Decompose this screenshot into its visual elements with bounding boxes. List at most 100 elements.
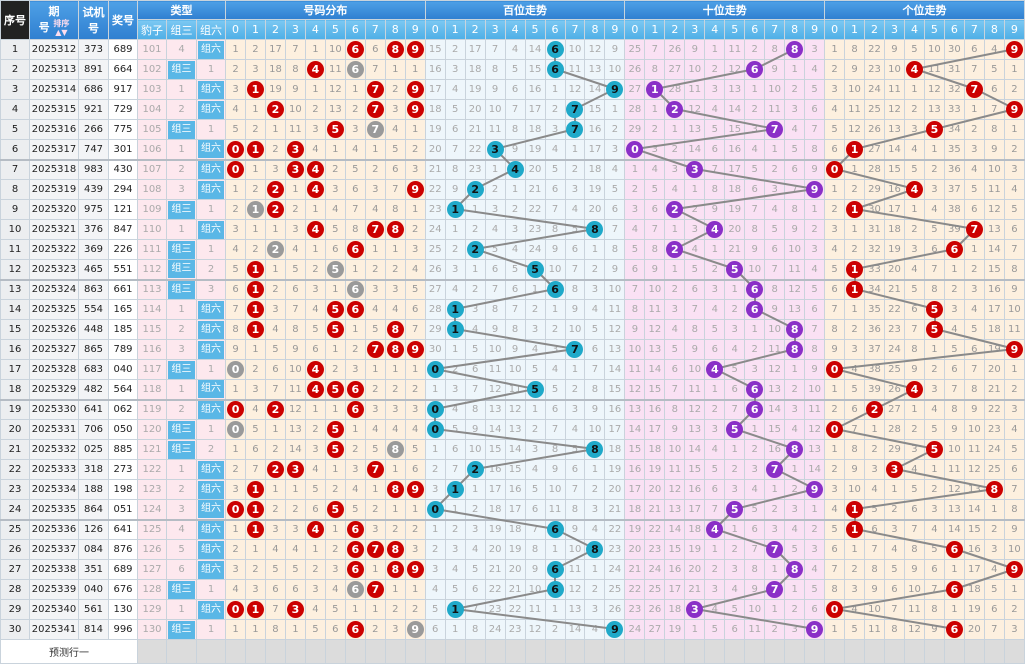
dist-ball: 4 [306, 221, 324, 238]
bai-cell: 3 [504, 219, 526, 240]
shi-cell: 9 [624, 319, 646, 340]
bai-cell: 4 [444, 399, 466, 420]
bai-cell: 21 [604, 499, 626, 521]
header-period-sort[interactable]: 期号 排序 ▲▼ [29, 0, 79, 40]
forecast-cell[interactable] [166, 639, 197, 664]
forecast-cell[interactable] [504, 639, 526, 664]
ge-cell: 1 [983, 499, 1005, 521]
forecast-cell[interactable] [364, 639, 386, 664]
ge-cell: 11 [983, 179, 1005, 200]
dist-cell: 2 [284, 199, 306, 220]
shi-ball: 6 [746, 401, 764, 419]
dist-ball: 6 [346, 380, 364, 398]
bai-cell: 6 [464, 579, 486, 600]
forecast-cell[interactable] [664, 639, 686, 664]
row-seq: 18 [0, 379, 30, 401]
forecast-cell[interactable] [137, 639, 167, 664]
shi-cell: 3 [684, 219, 706, 240]
forecast-cell[interactable] [864, 639, 885, 664]
dist-cell: 11 [324, 59, 346, 80]
forecast-cell[interactable] [424, 639, 446, 664]
row-test-number: 865 [78, 339, 109, 360]
forecast-cell[interactable] [963, 639, 985, 664]
forecast-cell[interactable] [903, 639, 925, 664]
forecast-cell[interactable] [284, 639, 306, 664]
forecast-cell[interactable] [444, 639, 466, 664]
header-shi-digit-6: 6 [744, 19, 766, 40]
shi-cell: 4 [804, 59, 826, 80]
forecast-cell[interactable] [1003, 639, 1025, 664]
forecast-cell[interactable] [524, 639, 546, 664]
forecast-cell[interactable] [464, 639, 486, 664]
shi-cell: 7 [784, 179, 806, 200]
bai-cell: 6 [524, 499, 546, 521]
shi-cell: 17 [624, 479, 646, 500]
forecast-cell[interactable] [764, 639, 786, 664]
forecast-cell[interactable] [264, 639, 286, 664]
ge-cell: 11 [963, 439, 985, 460]
forecast-cell[interactable] [744, 639, 766, 664]
forecast-cell[interactable] [544, 639, 566, 664]
shi-cell: 8 [784, 439, 806, 460]
ge-cell: 1 [844, 299, 866, 320]
shi-cell: 1 [784, 59, 806, 80]
header-ge-digit-8: 8 [983, 19, 1005, 40]
forecast-cell[interactable] [384, 639, 406, 664]
dist-ball: 7 [366, 121, 384, 138]
shi-ball: 5 [726, 500, 744, 518]
row-zu6-cell: 组六 [195, 339, 227, 360]
forecast-cell[interactable] [943, 639, 965, 664]
ge-cell: 36 [864, 319, 885, 340]
forecast-cell[interactable] [604, 639, 626, 664]
forecast-cell[interactable] [644, 639, 666, 664]
dist-cell: 2 [384, 519, 406, 540]
shi-cell: 2 [704, 259, 726, 281]
row-test-number: 641 [78, 399, 109, 420]
forecast-cell[interactable] [484, 639, 506, 664]
forecast-cell[interactable] [923, 639, 945, 664]
forecast-cell[interactable] [404, 639, 426, 664]
dist-ball: 6 [346, 541, 364, 558]
dist-cell: 1 [264, 119, 286, 140]
row-baozi-omission: 130 [137, 619, 167, 640]
shi-cell: 7 [704, 159, 726, 180]
bai-ball: 6 [546, 581, 564, 598]
dist-cell: 4 [364, 419, 386, 440]
forecast-cell[interactable] [344, 639, 366, 664]
dist-ball: 5 [326, 260, 344, 278]
forecast-cell[interactable] [704, 639, 726, 664]
forecast-cell[interactable] [784, 639, 806, 664]
ge-cell: 6 [864, 519, 885, 540]
bai-cell: 2 [444, 239, 466, 260]
row-baozi-omission: 111 [137, 239, 167, 260]
ge-cell: 2 [923, 159, 945, 180]
bai-ball: 5 [526, 380, 544, 398]
forecast-cell[interactable] [684, 639, 706, 664]
forecast-cell[interactable] [724, 639, 746, 664]
forecast-cell[interactable] [844, 639, 866, 664]
forecast-cell[interactable] [225, 639, 246, 664]
dist-cell: 6 [264, 579, 286, 600]
forecast-cell[interactable] [824, 639, 846, 664]
ge-cell: 1 [903, 399, 925, 420]
forecast-cell[interactable] [304, 639, 326, 664]
dist-ball: 2 [266, 461, 284, 478]
forecast-cell[interactable] [584, 639, 606, 664]
forecast-cell[interactable] [564, 639, 586, 664]
forecast-cell[interactable] [624, 639, 646, 664]
shi-cell: 9 [664, 419, 686, 440]
shi-cell: 21 [724, 239, 746, 260]
shi-cell: 15 [624, 439, 646, 460]
forecast-cell[interactable] [324, 639, 346, 664]
shi-cell: 7 [804, 119, 826, 140]
shi-cell: 14 [644, 359, 666, 380]
dist-cell: 1 [225, 519, 246, 540]
forecast-cell[interactable] [884, 639, 905, 664]
forecast-cell[interactable] [983, 639, 1005, 664]
forecast-cell[interactable] [195, 639, 227, 664]
bai-cell: 0 [424, 419, 446, 440]
forecast-cell[interactable] [245, 639, 266, 664]
sort-button[interactable]: 排序 ▲▼ [53, 19, 70, 37]
forecast-cell[interactable] [804, 639, 826, 664]
bai-cell: 2 [584, 259, 606, 281]
